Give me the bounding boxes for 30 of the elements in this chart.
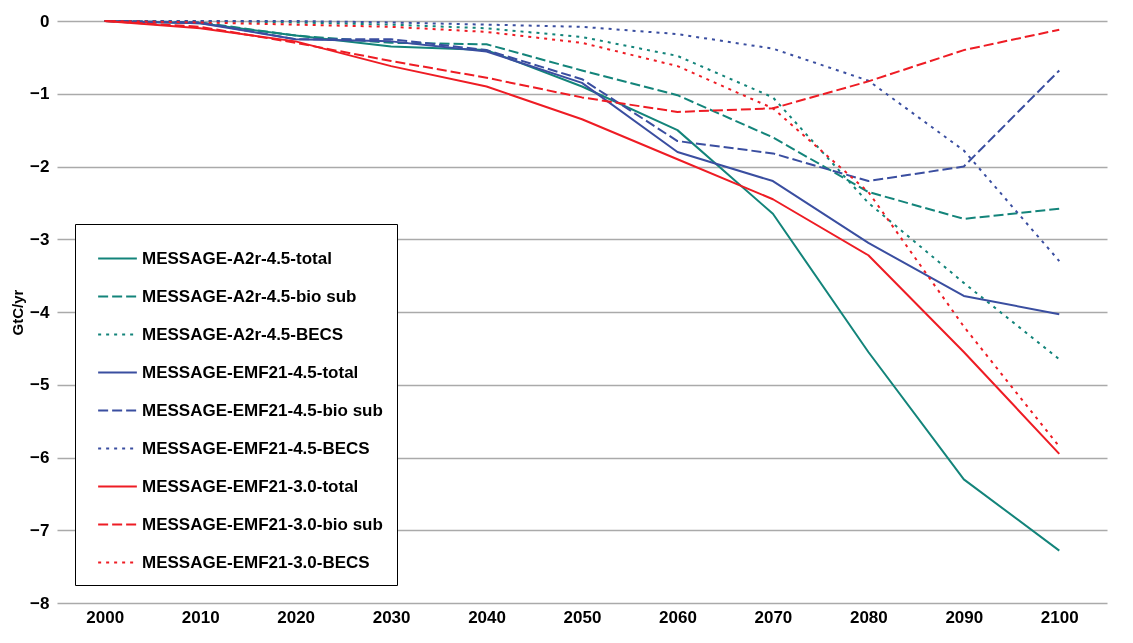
legend-label: MESSAGE-A2r-4.5-BECS [142, 324, 344, 344]
x-tick-label: 2040 [468, 607, 506, 627]
legend-label: MESSAGE-EMF21-3.0-total [142, 476, 359, 496]
legend-label: MESSAGE-EMF21-3.0-BECS [142, 552, 370, 572]
x-tick-label: 2020 [277, 607, 316, 627]
y-tick-label: −1 [30, 84, 50, 104]
y-tick-label: 0 [40, 11, 50, 31]
y-tick-label: −4 [30, 302, 51, 322]
legend-label: MESSAGE-EMF21-4.5-BECS [142, 438, 370, 458]
x-tick-label: 2030 [372, 607, 411, 627]
y-tick-label: −2 [30, 157, 50, 176]
y-tick-label: −3 [30, 229, 50, 249]
x-tick-label: 2100 [1040, 607, 1079, 627]
y-tick-label: −7 [30, 520, 50, 540]
x-tick-label: 2080 [849, 607, 888, 627]
x-tick-label: 2000 [86, 607, 125, 627]
x-tick-label: 2070 [754, 607, 793, 627]
x-tick-label: 2090 [945, 607, 984, 627]
y-tick-label: −5 [30, 375, 50, 395]
y-tick-label: −8 [30, 593, 50, 613]
legend-label: MESSAGE-A2r-4.5-total [142, 248, 332, 268]
legend-label: MESSAGE-EMF21-4.5-total [142, 362, 359, 382]
y-tick-label: −6 [30, 448, 50, 467]
legend-label: MESSAGE-EMF21-4.5-bio sub [142, 400, 383, 420]
x-tick-label: 2010 [181, 607, 220, 627]
x-tick-label: 2060 [659, 607, 697, 627]
legend-label: MESSAGE-EMF21-3.0-bio sub [142, 514, 383, 534]
x-tick-label: 2050 [563, 607, 602, 627]
y-axis-title: GtC/yr [9, 289, 27, 336]
legend-label: MESSAGE-A2r-4.5-bio sub [142, 286, 357, 306]
